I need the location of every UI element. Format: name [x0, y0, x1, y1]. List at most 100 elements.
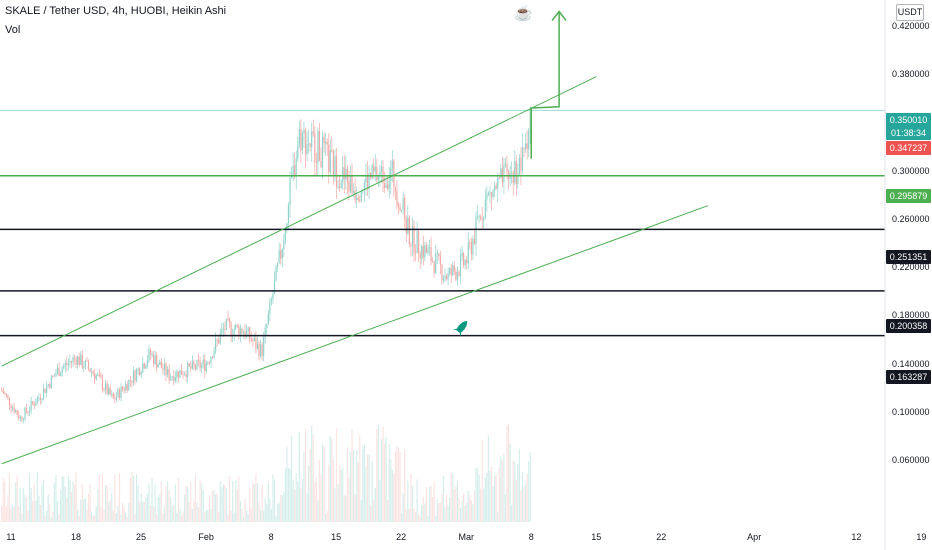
volume-bar	[436, 499, 438, 522]
candle-body	[228, 319, 231, 323]
volume-bar	[142, 501, 144, 522]
candle-body	[165, 363, 167, 376]
currency-unit-button[interactable]: USDT	[896, 4, 924, 21]
candle-body	[236, 324, 238, 327]
volume-bar	[342, 467, 344, 522]
candle-body	[405, 219, 407, 234]
candle-body	[447, 272, 449, 280]
volume-bar	[253, 484, 255, 522]
volume-bar	[143, 502, 145, 522]
volume-bar	[135, 474, 138, 522]
volume-bar	[428, 486, 431, 522]
volume-bar	[368, 454, 370, 522]
volume-bar	[290, 436, 293, 522]
candle-body	[428, 247, 431, 249]
volume-bar	[160, 481, 162, 522]
volume-bar	[523, 486, 525, 522]
volume-bar	[411, 485, 414, 522]
candle-body	[84, 360, 87, 368]
volume-bar	[30, 488, 32, 522]
volume-bar	[235, 480, 237, 522]
last-price-label: 0.350010	[886, 113, 931, 127]
volume-bar	[391, 469, 393, 522]
volume-bar	[339, 465, 341, 522]
candle-body	[416, 231, 418, 254]
rocket-fin	[453, 328, 462, 337]
candle-body	[312, 131, 314, 134]
volume-bar	[219, 481, 221, 522]
volume-bar	[500, 456, 502, 522]
candle-body	[411, 226, 414, 246]
candle-body	[94, 373, 96, 379]
candle-body	[371, 165, 373, 179]
volume-bar	[294, 489, 296, 522]
candle-body	[408, 217, 410, 246]
candle-body	[235, 324, 237, 330]
candle-body	[404, 198, 406, 220]
volume-bar	[213, 489, 215, 522]
candle-body	[467, 242, 469, 264]
candle-body	[366, 175, 369, 190]
volume-bar	[98, 474, 100, 522]
volume-bar	[487, 435, 490, 522]
candle-body	[95, 375, 97, 379]
candle-body	[481, 218, 483, 221]
candle-body	[334, 156, 336, 177]
volume-bar	[401, 513, 403, 522]
candle-body	[2, 390, 4, 394]
candle-body	[146, 360, 149, 366]
volume-bar	[91, 512, 93, 522]
candle-body	[484, 199, 486, 219]
date-tick: 11	[6, 532, 16, 542]
volume-bar	[125, 512, 127, 522]
candle-body	[314, 133, 316, 162]
candle-body	[269, 301, 271, 315]
candle-body	[376, 167, 378, 181]
candle-body	[27, 411, 29, 413]
candle-body	[354, 190, 356, 200]
volume-bar	[27, 511, 29, 522]
volume-bar	[244, 498, 246, 522]
volume-bar	[236, 489, 238, 522]
drawings[interactable]	[0, 10, 885, 465]
candle-body	[60, 373, 62, 376]
candle-body	[348, 181, 350, 192]
candle-body	[176, 371, 178, 378]
date-tick: 25	[136, 532, 147, 542]
volume-bar	[387, 499, 389, 522]
candle-body	[201, 364, 203, 368]
date-tick: 18	[71, 532, 82, 542]
volume-bar	[467, 490, 469, 522]
candle-body	[418, 231, 420, 254]
candle-body	[140, 372, 142, 376]
volume-bar	[444, 506, 446, 522]
date-tick: 15	[591, 532, 602, 542]
volume-bar	[61, 476, 63, 522]
candle-body	[56, 367, 59, 374]
volume-bar	[188, 502, 190, 522]
volume-bar	[128, 503, 130, 522]
candle-body	[444, 275, 446, 278]
volume-bar	[106, 485, 108, 522]
candle-body	[22, 419, 25, 421]
candle-body	[156, 355, 158, 368]
candle-body	[89, 368, 91, 372]
candle-body	[205, 363, 207, 372]
candle-body	[77, 356, 79, 365]
candle-body	[267, 314, 269, 325]
candle-body	[374, 167, 376, 172]
candle-body	[321, 136, 324, 168]
candle-body	[421, 245, 423, 259]
volume-bar	[258, 501, 260, 522]
volume-bar	[365, 466, 367, 522]
volume-bar	[165, 485, 167, 522]
candle-body	[363, 182, 366, 190]
candle-body	[24, 407, 26, 420]
candle-body	[35, 403, 37, 406]
volume-bar	[151, 478, 153, 522]
volume-bar	[137, 485, 139, 522]
candle-body	[111, 393, 113, 395]
volume-bar	[21, 512, 23, 522]
candle-body	[126, 384, 128, 391]
